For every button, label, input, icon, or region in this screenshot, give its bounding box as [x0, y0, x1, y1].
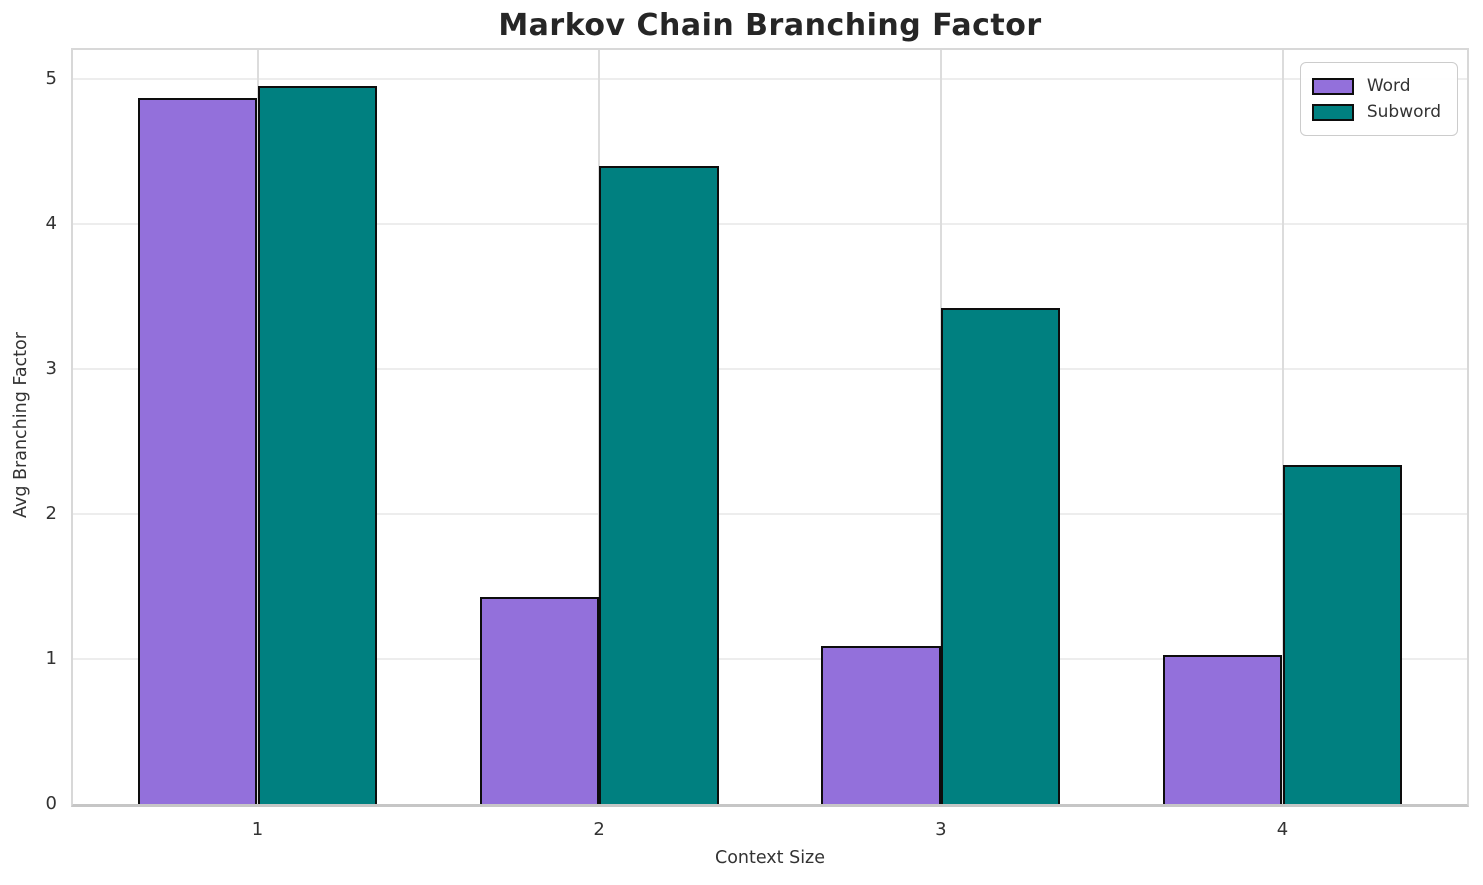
bar-subword-3 [940, 308, 1061, 804]
bar-subword-4 [1282, 464, 1403, 804]
x-tick-label: 3 [935, 819, 947, 840]
chart-title: Markov Chain Branching Factor [498, 8, 1042, 43]
bar-word-2 [479, 596, 600, 804]
h-gridline [73, 223, 1467, 225]
x-tick-label: 1 [251, 819, 264, 840]
legend-item-subword: Subword [1311, 101, 1441, 123]
y-axis-label: Avg Branching Factor [11, 332, 31, 518]
y-tick-label: 3 [45, 358, 57, 379]
bar-subword-2 [599, 166, 719, 804]
x-tick-label: 2 [593, 819, 605, 840]
y-tick-label: 1 [45, 648, 57, 669]
legend-item-word: Word [1311, 75, 1441, 97]
y-tick-label: 5 [45, 68, 57, 89]
legend-label-subword: Subword [1366, 102, 1441, 122]
word-swatch [1311, 77, 1354, 95]
h-gridline [73, 513, 1467, 515]
plot-inner [73, 50, 1467, 804]
bar-word-3 [821, 645, 941, 804]
x-tick-label: 4 [1276, 819, 1289, 840]
v-gridline [1281, 50, 1284, 804]
subword-swatch [1311, 103, 1354, 121]
y-tick-label: 0 [45, 793, 57, 814]
h-gridline [73, 78, 1467, 80]
bar-word-1 [137, 97, 258, 804]
h-gridline [73, 368, 1467, 370]
legend-label-word: Word [1366, 76, 1411, 96]
legend: Word Subword [1299, 62, 1458, 136]
bar-word-4 [1162, 654, 1283, 804]
y-tick-label: 4 [45, 213, 57, 234]
bar-subword-1 [257, 86, 378, 804]
y-tick-label: 2 [45, 503, 57, 524]
plot-area: Word Subword [71, 48, 1469, 807]
x-axis-label: Context Size [714, 848, 826, 868]
h-gridline [73, 658, 1467, 660]
